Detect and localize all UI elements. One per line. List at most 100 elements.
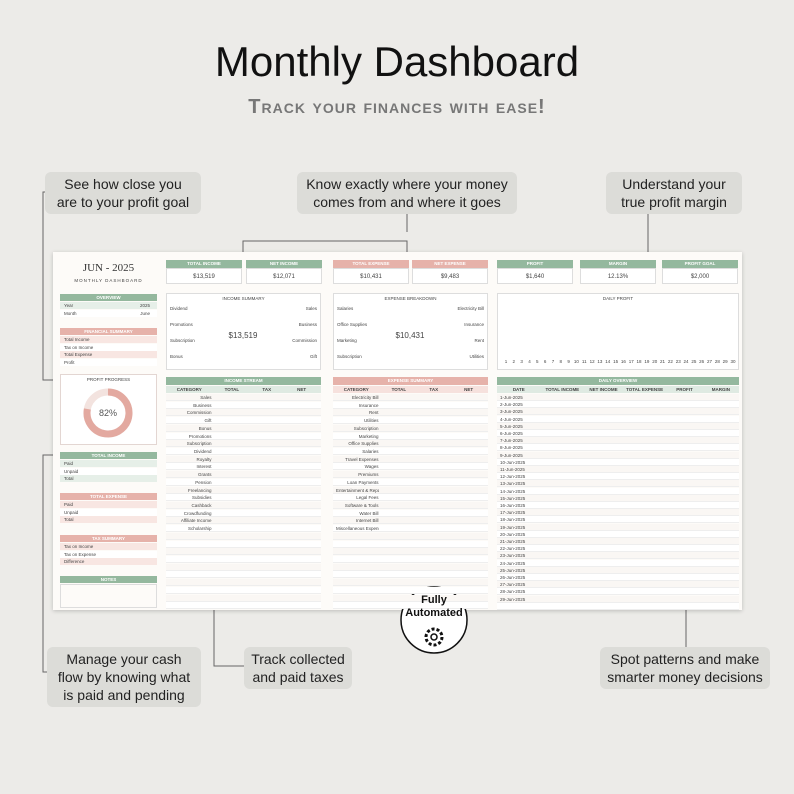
legend-label: Gift [309, 354, 317, 359]
row-label: Legal Fees [356, 495, 379, 501]
legend-label: Rent [474, 338, 484, 343]
table-row [497, 466, 739, 473]
table-row [333, 586, 488, 594]
table-row [333, 548, 488, 556]
row-label: Freelancing [187, 487, 212, 493]
table-row [497, 574, 739, 581]
table-row [166, 556, 321, 563]
row-label: Premiums [358, 472, 379, 478]
legend-label: Salaries [337, 306, 354, 311]
legend-label: Insurance [464, 322, 484, 327]
row-label: Business [193, 402, 212, 408]
column-header: TOTAL EXPENSE [622, 386, 667, 393]
row-label: Internet Bill [355, 518, 379, 524]
table-row [497, 602, 739, 610]
table-row [333, 440, 488, 448]
column-header: NET [282, 386, 321, 393]
kpi-value: $2,000 [662, 268, 738, 284]
x-tick-label: 3 [520, 359, 523, 364]
row-label: Tax on Income [64, 544, 94, 549]
legend-label: Electricity Bill [457, 306, 484, 311]
table-row [166, 448, 321, 455]
table-row [333, 579, 488, 587]
table-row [497, 530, 739, 538]
x-tick-label: 19 [644, 359, 650, 364]
row-bg [60, 550, 157, 558]
column-header: NET [449, 386, 488, 393]
row-label: Sales [200, 395, 212, 400]
callout: See how close you are to your profit goal [45, 172, 201, 214]
legend-label: Office Supplies [337, 322, 368, 327]
table-row [497, 444, 739, 452]
table-row [497, 581, 739, 589]
kpi-value: $9,483 [412, 268, 488, 284]
row-bg [60, 501, 157, 508]
row-label: Total [64, 517, 74, 522]
row-label: 11-Jun-2025 [500, 467, 525, 472]
row-label: Subscription [186, 441, 212, 447]
card [333, 293, 488, 370]
callout: Know exactly where your money comes from … [297, 172, 517, 214]
table-row [497, 559, 739, 567]
kpi-label: NET EXPENSE [412, 260, 488, 268]
row-bg [60, 508, 157, 516]
row-bg [60, 309, 157, 317]
dash-title: JUN - 2025 [82, 262, 135, 274]
legend-label: Subscription [337, 354, 362, 359]
x-tick-label: 21 [660, 359, 666, 364]
table-row [497, 516, 739, 524]
table-row [166, 563, 321, 571]
table-row [497, 538, 739, 545]
callout-line: Understand your [622, 176, 726, 192]
card [166, 293, 321, 370]
row-label: Total Expense [64, 352, 93, 357]
row-label: Office Supplies [348, 441, 379, 447]
card-title: PROFIT PROGRESS [86, 377, 131, 382]
table-row [166, 463, 321, 471]
section-title: OVERVIEW [60, 294, 157, 301]
x-tick-label: 4 [528, 359, 531, 364]
table-row [333, 448, 488, 455]
row-label: Tax on Expense [64, 551, 97, 557]
callout-line: Spot patterns and make [610, 651, 760, 667]
table-row [333, 556, 488, 563]
callout-line: See how close you [64, 176, 182, 192]
kpi-label: TOTAL EXPENSE [333, 260, 409, 268]
table-row [166, 486, 321, 494]
row-label: Bonus [198, 425, 212, 431]
title: Monthly Dashboard [214, 38, 580, 85]
callout: Track collected and paid taxes [244, 647, 352, 689]
table-row [166, 394, 321, 401]
table-row [166, 478, 321, 486]
column-header: CATEGORY [333, 386, 380, 393]
kpi-value: $1,640 [497, 268, 573, 284]
row-label: Entertainment & Repairs [336, 487, 379, 493]
row-label: Year [64, 303, 74, 308]
x-tick-label: 24 [683, 359, 689, 364]
table-row [333, 509, 488, 517]
callout-line: true profit margin [621, 194, 727, 210]
callout: Manage your cash flow by knowing what is p… [47, 647, 201, 707]
table-row [166, 440, 321, 448]
column-header: MARGIN [702, 386, 739, 393]
row-label: 12-Jun-2025 [500, 474, 526, 480]
table-row [166, 424, 321, 432]
section-title: TOTAL INCOME [60, 452, 157, 459]
row-label: 26-Jun-2025 [500, 575, 526, 580]
table-row [166, 579, 321, 587]
table-row [166, 548, 321, 556]
row-label: 19-Jun-2025 [500, 524, 526, 530]
table-row [333, 394, 488, 401]
legend-label: Bonus [170, 354, 183, 359]
kpi-label: TOTAL INCOME [166, 260, 242, 268]
row-label: 14-Jun-2025 [500, 488, 526, 494]
row-label: 21-Jun-2025 [500, 539, 526, 544]
table-row [497, 458, 739, 466]
x-tick-label: 17 [628, 359, 634, 364]
section-title: TOTAL EXPENSE [60, 493, 157, 500]
row-label: Insurance [358, 402, 379, 408]
row-label: Paid [64, 461, 74, 466]
donut-center: $10,431 [395, 331, 425, 340]
table-row [333, 571, 488, 579]
donut-center: $13,519 [228, 331, 258, 340]
